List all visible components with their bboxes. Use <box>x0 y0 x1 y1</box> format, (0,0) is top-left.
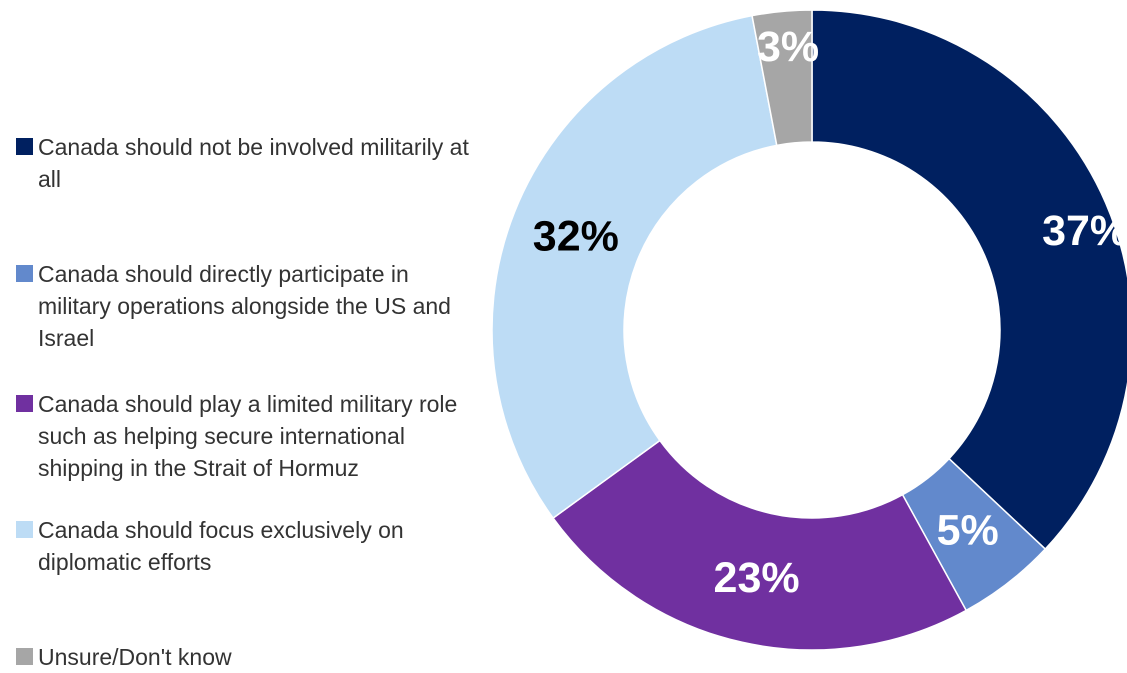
data-label-limited-role: 23% <box>714 554 800 602</box>
data-label-diplomatic: 32% <box>533 212 619 260</box>
donut-slice-limited-role <box>552 439 968 651</box>
legend-swatch-unsure <box>16 648 33 665</box>
donut-slice-diplomatic <box>491 14 778 520</box>
donut-slice-unsure <box>751 9 813 147</box>
data-label-directly-participate: 5% <box>937 507 999 555</box>
legend-item-unsure: Unsure/Don't know <box>16 641 486 673</box>
data-label-unsure: 3% <box>757 23 819 71</box>
data-label-not-involved: 37% <box>1042 207 1127 255</box>
donut-slice-not-involved <box>811 9 1127 551</box>
legend-label-diplomatic: Canada should focus exclusively on diplo… <box>38 517 404 575</box>
legend-swatch-diplomatic <box>16 521 33 538</box>
legend-item-directly-participate: Canada should directly participate in mi… <box>16 258 486 354</box>
chart-legend: Canada should not be involved militarily… <box>0 0 500 671</box>
legend-label-directly-participate: Canada should directly participate in mi… <box>38 261 451 351</box>
legend-item-diplomatic: Canada should focus exclusively on diplo… <box>16 514 486 578</box>
legend-swatch-not-involved <box>16 138 33 155</box>
legend-label-unsure: Unsure/Don't know <box>38 644 232 670</box>
legend-item-not-involved: Canada should not be involved militarily… <box>16 131 486 195</box>
legend-swatch-directly-participate <box>16 265 33 282</box>
legend-label-not-involved: Canada should not be involved militarily… <box>38 134 469 192</box>
legend-swatch-limited-role <box>16 395 33 412</box>
legend-item-limited-role: Canada should play a limited military ro… <box>16 388 486 484</box>
legend-label-limited-role: Canada should play a limited military ro… <box>38 391 458 481</box>
